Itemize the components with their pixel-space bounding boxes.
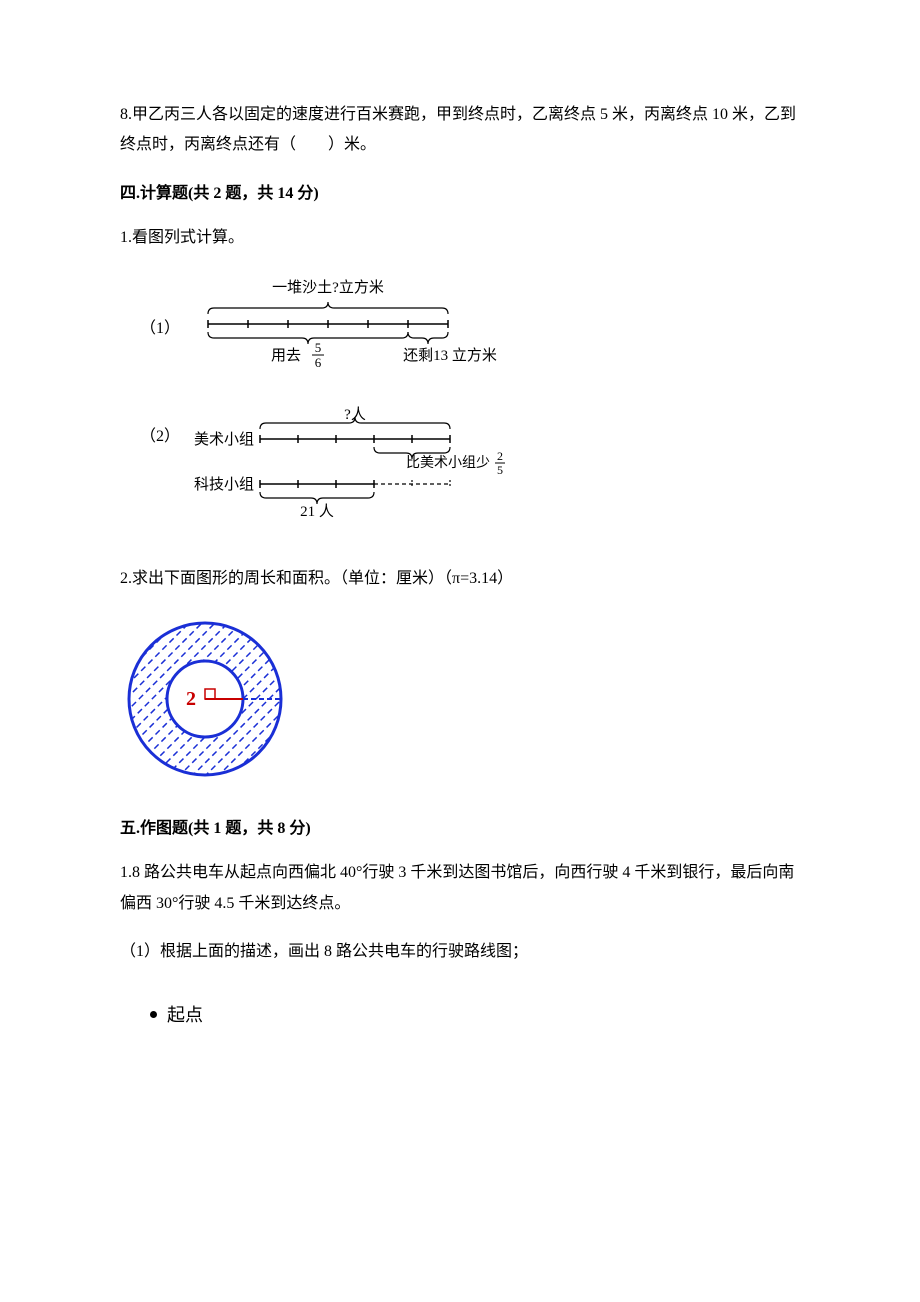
start-point-dot — [150, 1011, 157, 1018]
svg-text:5: 5 — [497, 463, 503, 477]
svg-text:科技小组: 科技小组 — [194, 476, 254, 493]
svg-text:5: 5 — [315, 340, 322, 355]
svg-text:比美术小组少: 比美术小组少 — [406, 455, 490, 471]
question-8-text: 8.甲乙丙三人各以固定的速度进行百米赛跑，甲到终点时，乙离终点 5 米，丙离终点… — [120, 106, 796, 153]
section-4-q1-prompt: 1.看图列式计算。 — [120, 223, 800, 253]
svg-text:用去: 用去 — [271, 347, 301, 364]
ring-diagram-wrap: 2 — [120, 614, 800, 784]
ring-diagram-svg: 2 — [120, 614, 290, 784]
svg-text:还剩13 立方米: 还剩13 立方米 — [403, 347, 497, 364]
section-4-q2: 2.求出下面图形的周长和面积。（单位：厘米）（π=3.14） 2 — [120, 564, 800, 784]
svg-text:2: 2 — [186, 688, 196, 710]
diagram-2-wrap: （2） ?人美术小组比美术小组少 25 科技小组 21 人 — [140, 404, 800, 534]
svg-text:2: 2 — [497, 449, 503, 463]
svg-text:6: 6 — [315, 355, 322, 370]
diagram-1-wrap: （1） 一堆沙土?立方米用去 56 还剩13 立方米 — [140, 274, 800, 374]
diagram-1-svg-wrap: 一堆沙土?立方米用去 56 还剩13 立方米 — [188, 274, 508, 374]
section-4-q1: 1.看图列式计算。 （1） 一堆沙土?立方米用去56还剩13 立方米 （2） ?… — [120, 223, 800, 533]
svg-text:一堆沙土?立方米: 一堆沙土?立方米 — [272, 279, 384, 296]
question-8: 8.甲乙丙三人各以固定的速度进行百米赛跑，甲到终点时，乙离终点 5 米，丙离终点… — [120, 100, 800, 161]
diagram-1-svg: 一堆沙土?立方米用去 56 还剩13 立方米 — [188, 274, 508, 374]
svg-text:美术小组: 美术小组 — [194, 431, 254, 448]
section-4-heading: 四.计算题(共 2 题，共 14 分) — [120, 179, 800, 209]
section-5-heading: 五.作图题(共 1 题，共 8 分) — [120, 814, 800, 844]
section-4-q2-prompt: 2.求出下面图形的周长和面积。（单位：厘米）（π=3.14） — [120, 564, 800, 594]
section-5-q1: 1.8 路公共电车从起点向西偏北 40°行驶 3 千米到达图书馆后，向西行驶 4… — [120, 858, 800, 1031]
svg-text:?人: ?人 — [344, 406, 366, 423]
start-point-label: 起点 — [167, 998, 203, 1032]
section-5-q1-line0: 1.8 路公共电车从起点向西偏北 40°行驶 3 千米到达图书馆后，向西行驶 4… — [120, 858, 800, 919]
diagram-2-svg-wrap: ?人美术小组比美术小组少 25 科技小组 21 人 — [188, 404, 528, 534]
diagram-1-label: （1） — [140, 314, 180, 344]
section-5-q1-line1: （1）根据上面的描述，画出 8 路公共电车的行驶路线图； — [120, 937, 800, 967]
svg-text:21 人: 21 人 — [300, 503, 334, 520]
start-point: 起点 — [150, 998, 800, 1032]
diagram-2-svg: ?人美术小组比美术小组少 25 科技小组 21 人 — [188, 404, 528, 534]
diagram-2-label: （2） — [140, 422, 180, 452]
